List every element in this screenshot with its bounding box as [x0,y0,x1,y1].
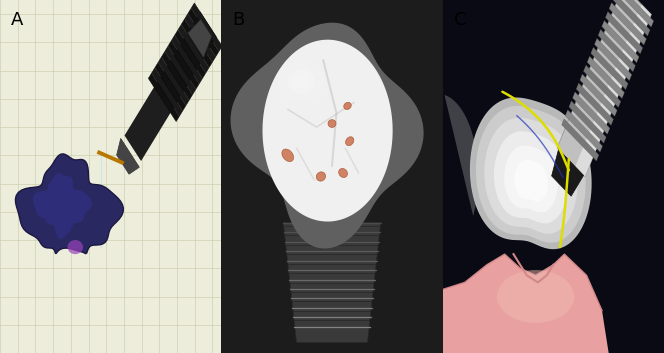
Polygon shape [188,8,219,57]
Polygon shape [616,0,653,27]
Polygon shape [572,92,610,134]
Polygon shape [606,12,643,54]
Polygon shape [155,62,186,111]
Polygon shape [244,37,410,232]
Polygon shape [181,19,212,67]
Ellipse shape [497,270,574,323]
Polygon shape [125,11,216,161]
Polygon shape [515,160,548,202]
Polygon shape [584,65,621,107]
Polygon shape [33,173,92,239]
Polygon shape [587,56,624,98]
Polygon shape [569,101,606,143]
Ellipse shape [68,240,83,254]
Ellipse shape [287,69,315,94]
Polygon shape [562,119,599,161]
Polygon shape [609,3,646,45]
Ellipse shape [282,149,293,162]
Polygon shape [117,139,139,174]
Polygon shape [444,95,478,216]
Polygon shape [168,41,199,89]
Ellipse shape [345,137,354,146]
Polygon shape [591,47,628,89]
Polygon shape [576,83,614,125]
Ellipse shape [339,168,347,178]
Ellipse shape [293,74,309,88]
Ellipse shape [277,60,325,102]
Polygon shape [171,35,203,84]
Polygon shape [299,99,356,165]
Polygon shape [476,106,586,243]
Polygon shape [230,23,424,249]
Polygon shape [185,14,216,62]
Polygon shape [278,76,376,191]
Polygon shape [575,4,651,177]
Polygon shape [187,19,212,58]
Text: B: B [232,11,244,29]
Polygon shape [552,149,584,196]
Polygon shape [484,118,578,234]
Polygon shape [580,74,617,116]
Polygon shape [557,0,651,177]
Ellipse shape [344,102,351,109]
Polygon shape [494,131,568,223]
Polygon shape [259,54,395,214]
Polygon shape [613,0,650,36]
Ellipse shape [328,120,336,127]
Polygon shape [15,154,124,254]
Polygon shape [165,46,196,95]
Polygon shape [148,73,179,122]
Polygon shape [504,145,558,213]
Polygon shape [232,25,422,246]
Ellipse shape [316,172,325,181]
Polygon shape [470,97,592,249]
Polygon shape [602,20,639,63]
Text: C: C [454,11,466,29]
Polygon shape [178,25,209,73]
Polygon shape [598,30,635,72]
Polygon shape [443,254,609,353]
Polygon shape [565,110,602,152]
Polygon shape [117,138,139,174]
Polygon shape [151,68,183,116]
Polygon shape [262,40,392,222]
Polygon shape [161,52,193,100]
Polygon shape [158,57,189,106]
Polygon shape [191,3,222,51]
Polygon shape [175,30,206,78]
Polygon shape [284,223,380,342]
Polygon shape [594,38,631,80]
Text: A: A [11,11,23,29]
